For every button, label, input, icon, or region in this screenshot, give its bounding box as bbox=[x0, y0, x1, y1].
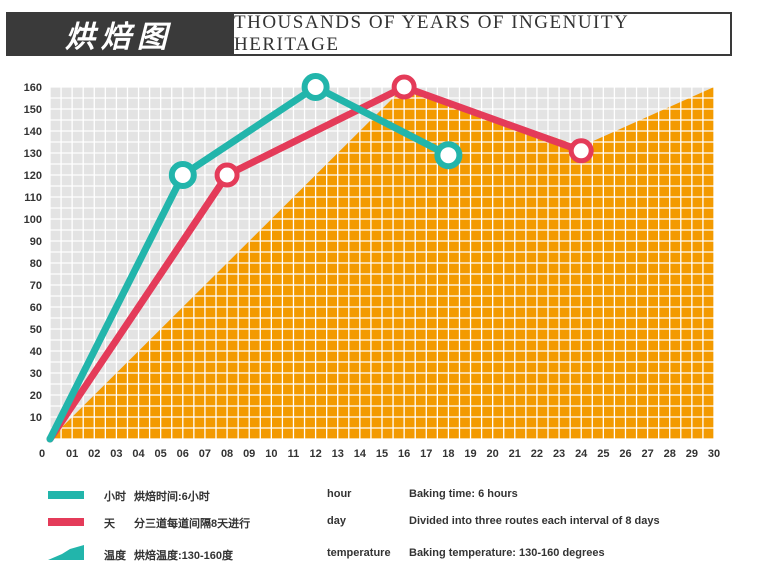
x-tick-label: 14 bbox=[354, 448, 367, 460]
x-tick-label: 25 bbox=[597, 448, 609, 460]
y-tick-label: 50 bbox=[30, 324, 42, 336]
x-tick-label: 28 bbox=[664, 448, 676, 460]
x-tick-label: 29 bbox=[686, 448, 698, 460]
y-tick-label: 120 bbox=[24, 170, 42, 182]
x-tick-label: 23 bbox=[553, 448, 565, 460]
x-tick-label: 22 bbox=[531, 448, 543, 460]
legend: 小时 烘焙时间:6小时 hour Baking time: 6 hours 天 … bbox=[0, 480, 761, 570]
brand-title-box: 烘焙图 bbox=[6, 12, 232, 56]
legend-en-hour: hour bbox=[327, 488, 352, 500]
legend-row-day: 天 分三道每道间隔8天进行 day Divided into three rou… bbox=[0, 511, 761, 533]
x-tick-label: 15 bbox=[376, 448, 388, 460]
x-tick-label: 19 bbox=[464, 448, 476, 460]
baking-chart: 102030405060708090100110120130140150160 … bbox=[24, 73, 720, 460]
y-tick-label: 40 bbox=[30, 346, 42, 358]
y-tick-label: 150 bbox=[24, 104, 42, 116]
y-tick-label: 20 bbox=[30, 390, 42, 402]
y-tick-label: 90 bbox=[30, 236, 42, 248]
x-tick-label: 11 bbox=[288, 448, 300, 460]
x-tick-label: 05 bbox=[155, 448, 167, 460]
x-tick-label: 16 bbox=[398, 448, 410, 460]
legend-symbol-temperature: 温度 bbox=[104, 550, 126, 562]
plot-area bbox=[46, 73, 715, 443]
tagline: THOUSANDS OF YEARS OF INGENUITY HERITAGE bbox=[234, 12, 629, 55]
x-tick-label: 20 bbox=[487, 448, 499, 460]
legend-desc-hour: Baking time: 6 hours bbox=[409, 488, 518, 500]
x-tick-label: 26 bbox=[619, 448, 631, 460]
x-tick-label: 0 bbox=[39, 448, 45, 460]
x-tick-label: 18 bbox=[442, 448, 454, 460]
legend-en-temperature: temperature bbox=[327, 547, 391, 559]
x-tick-label: 21 bbox=[509, 448, 521, 460]
x-tick-label: 02 bbox=[88, 448, 100, 460]
point-marker-hour bbox=[434, 141, 463, 170]
legend-zh-day: 分三道每道间隔8天进行 bbox=[134, 518, 251, 530]
x-tick-label: 12 bbox=[309, 448, 321, 460]
point-marker-day bbox=[568, 138, 594, 164]
series-line-hour bbox=[46, 83, 452, 443]
legend-swatch-day bbox=[48, 518, 84, 526]
x-tick-label: 24 bbox=[575, 448, 588, 460]
legend-zh-temperature: 烘焙温度:130-160度 bbox=[134, 550, 234, 562]
x-tick-label: 01 bbox=[66, 448, 78, 460]
legend-desc-day: Divided into three routes each interval … bbox=[409, 515, 660, 527]
x-tick-label: 03 bbox=[110, 448, 122, 460]
legend-desc-temperature: Baking temperature: 130-160 degrees bbox=[409, 547, 605, 559]
x-tick-label: 10 bbox=[265, 448, 277, 460]
legend-zh-hour: 烘焙时间:6小时 bbox=[134, 491, 210, 503]
legend-en-day: day bbox=[327, 515, 346, 527]
grid-lines bbox=[49, 86, 715, 440]
x-tick-label: 09 bbox=[243, 448, 255, 460]
y-tick-label: 80 bbox=[30, 258, 42, 270]
legend-symbol-day: 天 bbox=[104, 518, 115, 530]
y-tick-label: 60 bbox=[30, 302, 42, 314]
brand-title: 烘焙图 bbox=[65, 20, 173, 55]
x-tick-label: 06 bbox=[177, 448, 189, 460]
x-tick-label: 17 bbox=[420, 448, 432, 460]
y-tick-label: 10 bbox=[30, 412, 42, 424]
tagline-box: THOUSANDS OF YEARS OF INGENUITY HERITAGE bbox=[232, 12, 732, 56]
x-tick-label: 07 bbox=[199, 448, 211, 460]
x-tick-label: 27 bbox=[641, 448, 653, 460]
legend-symbol-hour: 小时 bbox=[104, 491, 126, 503]
y-tick-label: 30 bbox=[30, 368, 42, 380]
y-tick-label: 130 bbox=[24, 148, 42, 160]
y-tick-label: 100 bbox=[24, 214, 42, 226]
y-tick-label: 160 bbox=[24, 82, 42, 94]
legend-row-hour: 小时 烘焙时间:6小时 hour Baking time: 6 hours bbox=[0, 484, 761, 506]
x-axis-ticks: 0 01 02 03 04 05 06 07 08 09 10 11 12 13 14 15 16 17 18 19 2… bbox=[39, 448, 720, 460]
series-line-day bbox=[46, 83, 585, 443]
y-tick-label: 70 bbox=[30, 280, 42, 292]
y-axis-ticks: 10 20 30 40 50 60 70 80 90 100 110 120 130 140 150 160 bbox=[24, 82, 42, 424]
point-marker-hour bbox=[168, 161, 197, 189]
point-marker-day bbox=[391, 74, 417, 100]
x-tick-label: 13 bbox=[332, 448, 344, 460]
x-tick-label: 30 bbox=[708, 448, 720, 460]
legend-swatch-hour bbox=[48, 491, 84, 499]
legend-row-temperature: 温度 烘焙温度:130-160度 temperature Baking temp… bbox=[0, 543, 761, 565]
y-tick-label: 110 bbox=[24, 192, 42, 204]
point-marker-hour bbox=[301, 73, 330, 101]
point-marker-day bbox=[214, 162, 240, 188]
legend-swatch-temperature bbox=[48, 545, 84, 560]
x-tick-label: 08 bbox=[221, 448, 233, 460]
x-tick-label: 04 bbox=[132, 448, 145, 460]
y-tick-label: 140 bbox=[24, 126, 42, 138]
